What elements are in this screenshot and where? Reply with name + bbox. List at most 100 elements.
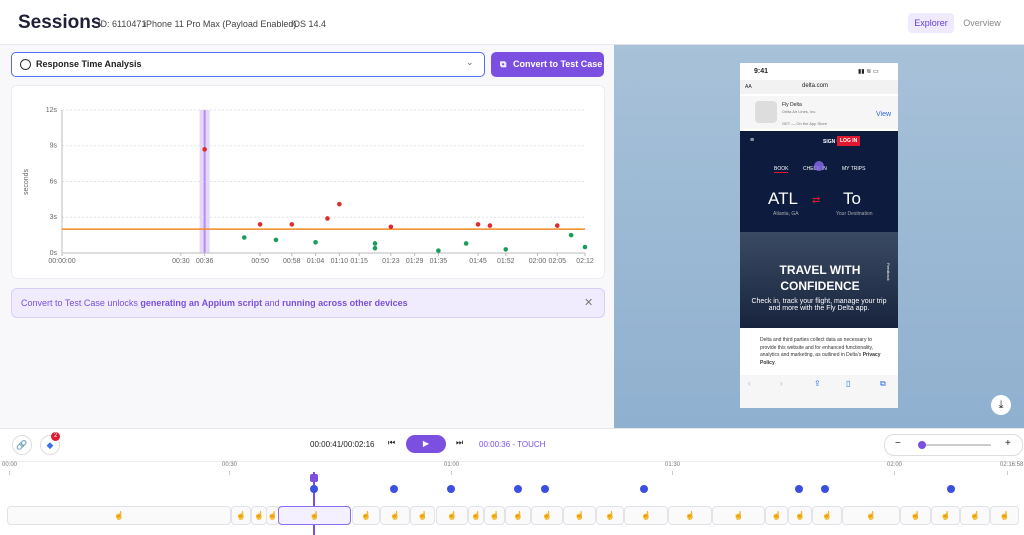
event-segment[interactable]: ☝	[468, 506, 484, 525]
url-bar	[740, 80, 898, 94]
session-id: ID: 6110471	[98, 19, 147, 29]
banner-bold: generating an Appium script	[140, 298, 263, 308]
event-marker[interactable]	[447, 485, 455, 493]
browser-toolbar: ‹ › ⇪ ▯ ⧉	[740, 375, 898, 408]
playhead	[313, 472, 315, 535]
x-tick-label: 00:00:00	[48, 258, 75, 265]
event-segment[interactable]: ☝	[624, 506, 668, 525]
x-tick-label: 01:45	[469, 258, 487, 265]
app-name: Fly Delta	[782, 102, 802, 108]
timeline-tick-mark	[894, 471, 895, 475]
event-segment[interactable]: ☝	[712, 506, 765, 525]
swap-arrows: ⇄	[812, 195, 821, 206]
convert-button[interactable]: ⧉ Convert to Test Case	[491, 52, 604, 77]
dropdown-icon	[20, 59, 31, 70]
timeline-tick-mark	[451, 471, 452, 475]
y-tick-label: 0s	[50, 250, 58, 257]
from-city: Atlanta, GA	[773, 211, 799, 217]
feedback: Feedback	[886, 263, 891, 281]
point	[568, 232, 574, 238]
privacy-link: Privacy Policy	[760, 352, 881, 366]
point	[388, 224, 394, 230]
os: iOS 14.4	[291, 19, 327, 29]
event-segment[interactable]: ☝	[436, 506, 468, 525]
event-segment[interactable]: ☝	[900, 506, 931, 525]
event-segment[interactable]: ☝	[231, 506, 251, 525]
play-button[interactable]: ▶	[406, 435, 446, 453]
timeline-tick-mark	[672, 471, 673, 475]
event-segment[interactable]: ☝	[765, 506, 788, 525]
phone-screen: 9:41 ▮▮ ≋ ▭ AA delta.com Fly Delta Delta…	[740, 63, 898, 408]
point	[325, 216, 330, 221]
event-marker[interactable]	[795, 485, 803, 493]
event-segment[interactable]: ☝	[960, 506, 990, 525]
zoom-handle[interactable]	[918, 441, 926, 449]
close-banner[interactable]: ✕	[584, 297, 594, 309]
y-tick-label: 9s	[50, 143, 58, 150]
event-marker[interactable]	[514, 485, 522, 493]
prev-button[interactable]: ⏮	[388, 438, 396, 447]
status-icons: ▮▮ ≋ ▭	[858, 69, 879, 75]
event-segment[interactable]: ☝	[788, 506, 812, 525]
zoom-control: − +	[884, 434, 1023, 456]
convert-label: Convert to Test Case	[512, 59, 603, 69]
event-marker[interactable]	[541, 485, 549, 493]
event-segment[interactable]: ☝	[251, 506, 267, 525]
event-segment[interactable]: ☝	[563, 506, 596, 525]
event-segment[interactable]: ☝	[484, 506, 505, 525]
timeline-tick-mark	[1007, 471, 1008, 475]
timeline-tick-mark	[229, 471, 230, 475]
playhead-handle	[310, 474, 318, 482]
download-button[interactable]: ⤓	[991, 395, 1011, 415]
metric-dropdown[interactable]: Response Time Analysis ⌄	[11, 52, 485, 77]
x-tick-label: 01:29	[406, 258, 424, 265]
event-segment[interactable]: ☝	[380, 506, 410, 525]
timeline-tick-mark	[9, 471, 10, 475]
privacy: Delta and third parties collect data as …	[760, 337, 874, 358]
event-segment[interactable]: ☝	[812, 506, 842, 525]
event-segment[interactable]: ☝	[990, 506, 1019, 525]
tab-overview[interactable]: Overview	[963, 18, 1001, 28]
point	[487, 223, 493, 228]
x-tick-label: 01:52	[497, 258, 515, 265]
status-time: 9:41	[754, 68, 769, 75]
chart-card: seconds 0s 3s 6s 9s 12s 00:00:00 00:30 00:36 00:…	[11, 85, 605, 279]
event-segment[interactable]: ☝	[7, 506, 231, 525]
event-segment[interactable]: ☝	[931, 506, 960, 525]
sign-up: SIGN UP	[823, 139, 844, 145]
x-tick-label: 01:10	[331, 258, 349, 265]
link-button[interactable]: 🔗	[12, 435, 32, 455]
x-tick-label: 00:50	[251, 258, 269, 265]
layers-button[interactable]: ◆	[40, 435, 60, 455]
tab-explorer[interactable]: Explorer	[908, 13, 954, 33]
event-segment[interactable]: ☝	[842, 506, 900, 525]
x-tick-label: 02:12	[576, 258, 594, 265]
event-marker[interactable]	[640, 485, 648, 493]
event-marker[interactable]	[310, 485, 318, 493]
point	[463, 241, 469, 246]
zoom-in[interactable]: +	[1005, 438, 1011, 449]
point	[257, 222, 263, 227]
x-tick-label: 01:04	[307, 258, 325, 265]
event-segment[interactable]: ☝	[596, 506, 624, 525]
event-marker[interactable]	[821, 485, 829, 493]
zoom-out[interactable]: −	[895, 438, 901, 449]
timeline-tick: 02:16:58	[1000, 462, 1024, 468]
player-time: 00:00:41/00:02:16	[310, 440, 375, 449]
event-segment[interactable]: ☝	[505, 506, 531, 525]
event-segment[interactable]: ☝	[410, 506, 435, 525]
event-segment[interactable]: ☝	[352, 506, 380, 525]
event-segment[interactable]: ☝	[278, 506, 351, 525]
event-marker[interactable]	[390, 485, 398, 493]
next-button[interactable]: ⏭	[456, 438, 464, 447]
event-segment[interactable]: ☝	[668, 506, 712, 525]
to-code: To	[843, 189, 861, 208]
event-marker[interactable]	[947, 485, 955, 493]
event-segment[interactable]: ☝	[531, 506, 563, 525]
privacy-end: .	[774, 359, 777, 366]
point	[372, 245, 378, 251]
x-tick-label: 00:58	[283, 258, 301, 265]
point	[582, 244, 588, 250]
point	[202, 147, 207, 152]
point	[503, 247, 509, 252]
